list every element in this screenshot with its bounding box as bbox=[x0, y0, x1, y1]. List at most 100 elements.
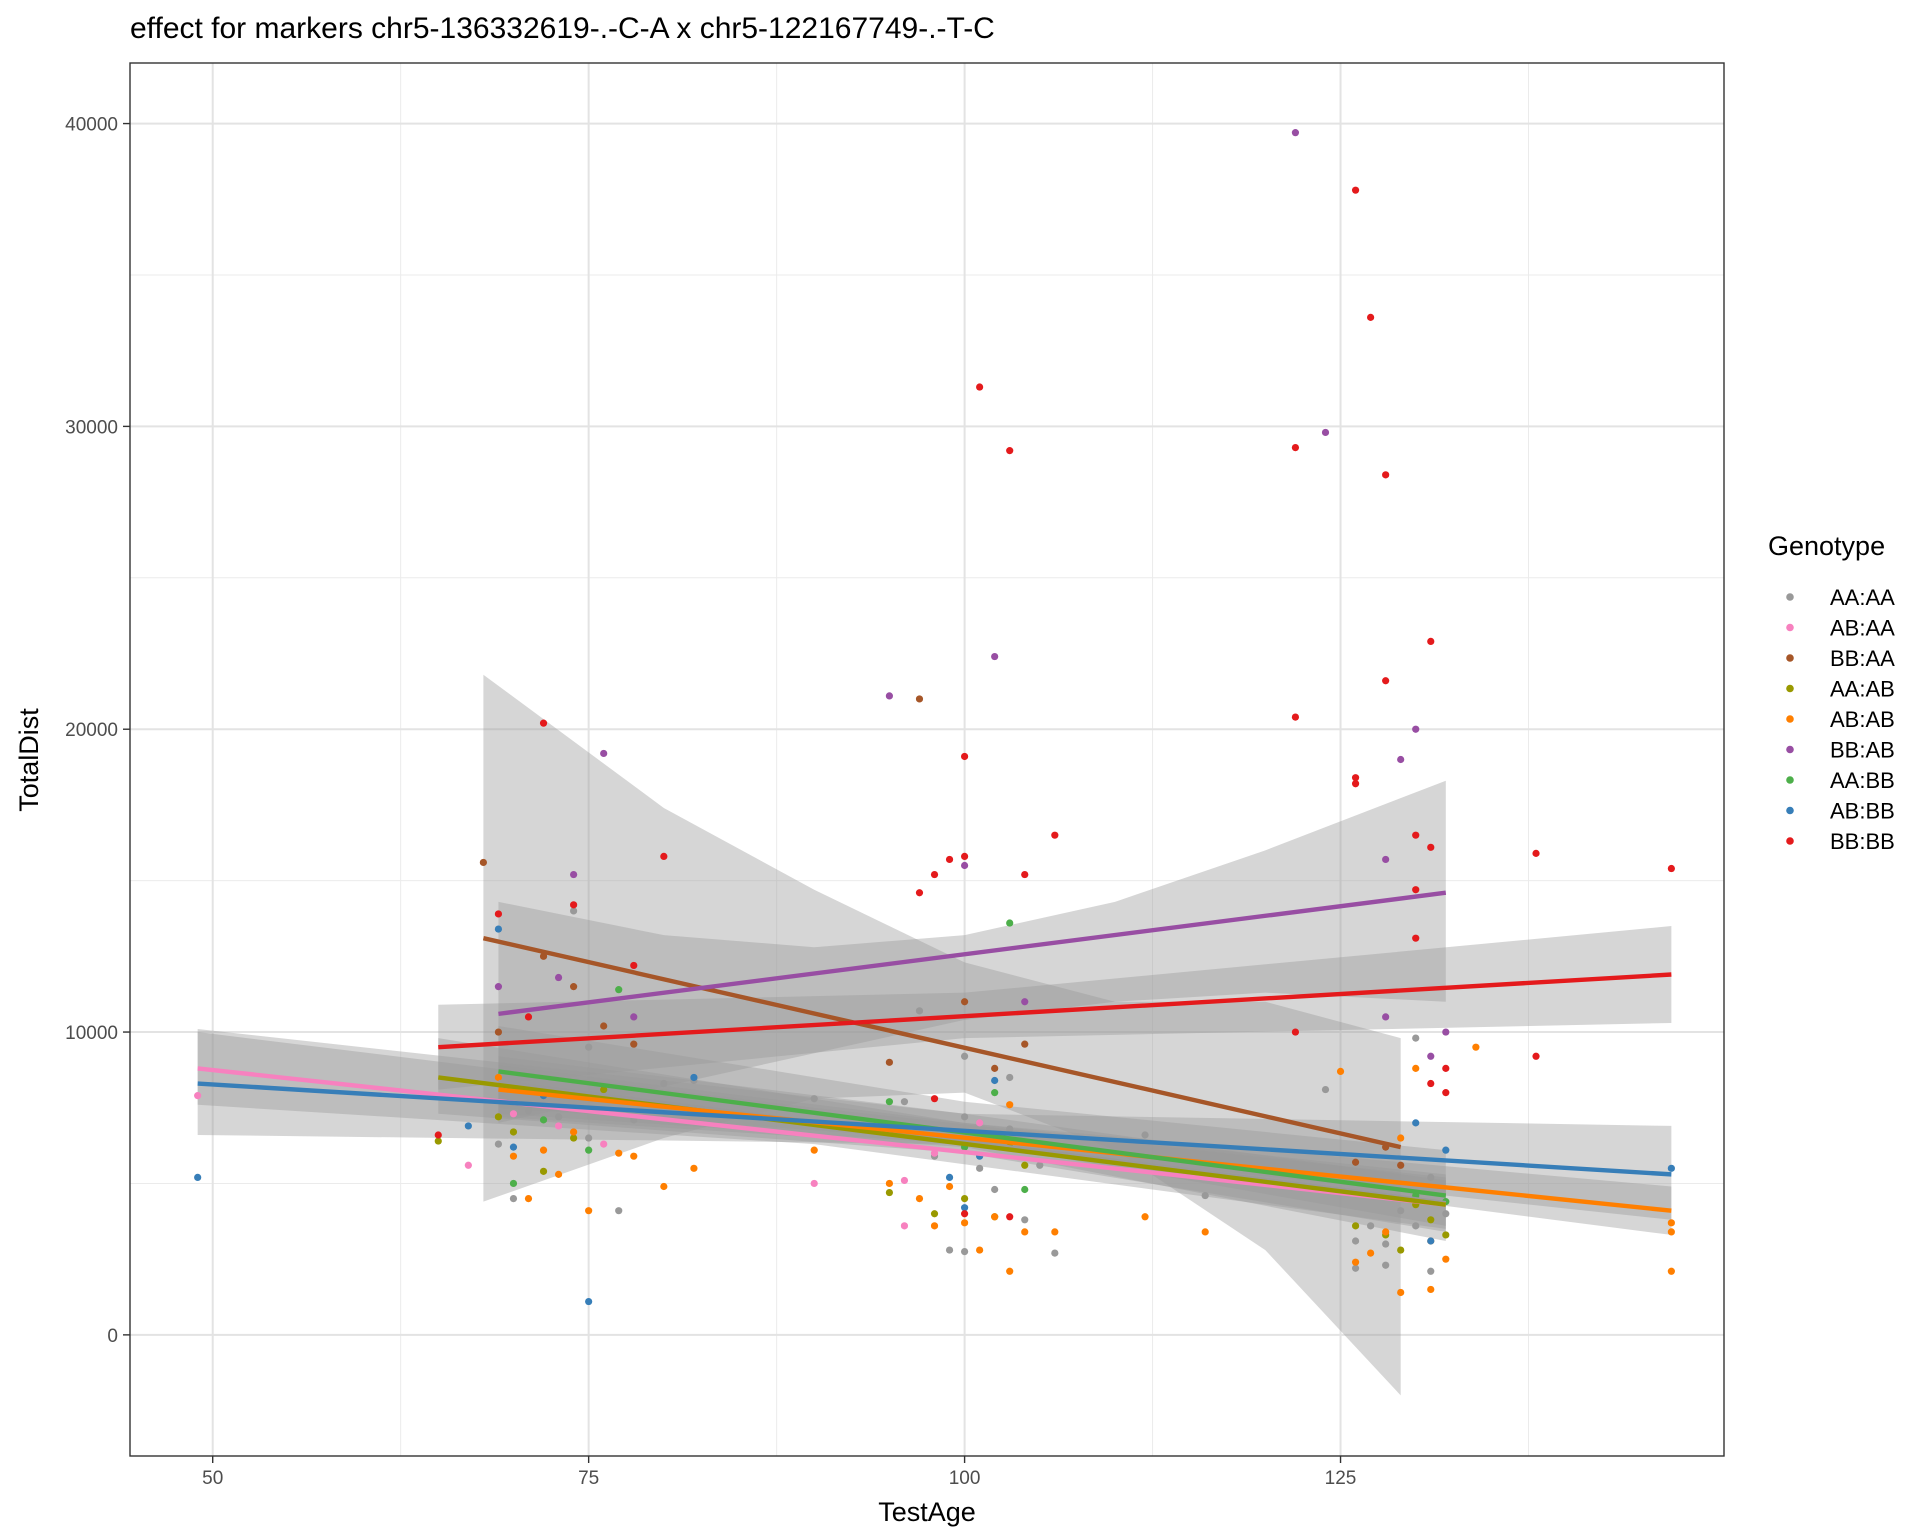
data-point bbox=[1141, 1131, 1149, 1139]
legend-key bbox=[1786, 654, 1794, 662]
data-point bbox=[976, 383, 984, 391]
data-point bbox=[524, 1194, 533, 1203]
data-point bbox=[539, 1167, 548, 1175]
data-point bbox=[991, 1064, 999, 1072]
data-point bbox=[945, 1182, 954, 1191]
data-point bbox=[915, 889, 924, 897]
data-point bbox=[945, 855, 954, 864]
y-axis-title: TotalDist bbox=[14, 708, 44, 812]
data-point bbox=[570, 983, 578, 991]
data-point bbox=[930, 1095, 939, 1103]
data-point bbox=[1412, 1119, 1420, 1127]
data-point bbox=[494, 983, 503, 991]
data-point bbox=[1051, 831, 1059, 839]
data-point bbox=[945, 1246, 954, 1254]
data-point bbox=[1006, 919, 1014, 927]
data-point bbox=[1351, 1237, 1360, 1245]
data-point bbox=[810, 1146, 818, 1154]
data-point bbox=[1667, 1164, 1675, 1172]
data-point bbox=[690, 1164, 698, 1172]
data-point bbox=[1351, 1258, 1360, 1266]
data-point bbox=[1667, 864, 1675, 873]
data-point bbox=[960, 1247, 969, 1256]
data-point bbox=[1367, 1222, 1375, 1230]
data-point bbox=[900, 1222, 909, 1230]
data-point bbox=[1321, 428, 1330, 437]
data-point bbox=[810, 1179, 818, 1188]
data-point bbox=[1006, 1101, 1014, 1109]
data-point bbox=[464, 1161, 472, 1169]
data-point bbox=[915, 1007, 924, 1015]
data-point bbox=[1667, 1228, 1675, 1236]
data-point bbox=[1427, 843, 1435, 851]
legend-title: Genotype bbox=[1768, 531, 1885, 561]
trend-line bbox=[197, 1066, 1447, 1207]
data-point bbox=[1351, 1222, 1360, 1230]
legend-key bbox=[1786, 715, 1794, 723]
data-point bbox=[960, 1194, 969, 1203]
data-point bbox=[630, 1152, 638, 1160]
data-point bbox=[1201, 1191, 1209, 1200]
data-point bbox=[539, 1116, 548, 1124]
trend-line bbox=[482, 936, 1402, 1150]
legend-key bbox=[1786, 623, 1794, 632]
y-tick-label: 0 bbox=[107, 1326, 118, 1347]
data-point bbox=[630, 1013, 638, 1021]
legend-label: AA:AA bbox=[1830, 585, 1895, 610]
data-point bbox=[930, 1149, 939, 1157]
x-tick-label: 50 bbox=[202, 1468, 223, 1489]
data-point bbox=[630, 1040, 638, 1048]
data-point bbox=[1412, 886, 1420, 894]
data-point bbox=[1412, 725, 1420, 733]
legend-label: BB:AA bbox=[1830, 646, 1895, 671]
data-point bbox=[554, 1170, 563, 1178]
grid-lines bbox=[130, 63, 1724, 1456]
data-point bbox=[539, 1146, 548, 1154]
data-point bbox=[1291, 443, 1300, 452]
data-point bbox=[960, 998, 969, 1006]
data-point bbox=[991, 1185, 999, 1194]
plot-border bbox=[129, 62, 1725, 1457]
data-point bbox=[900, 1098, 909, 1106]
data-point bbox=[960, 1204, 969, 1212]
data-point bbox=[1427, 1285, 1435, 1294]
legend-key bbox=[1786, 745, 1794, 754]
data-point bbox=[1021, 1228, 1029, 1236]
data-point bbox=[1351, 1158, 1360, 1166]
data-point bbox=[960, 1210, 969, 1218]
data-point bbox=[509, 1110, 518, 1118]
data-point bbox=[194, 1173, 202, 1181]
legend-key bbox=[1786, 776, 1794, 784]
trend-lines bbox=[197, 890, 1672, 1213]
data-point bbox=[1442, 1210, 1450, 1218]
data-point bbox=[1351, 186, 1360, 194]
data-point bbox=[1021, 870, 1029, 879]
data-point bbox=[976, 1164, 984, 1172]
legend-label: BB:AB bbox=[1830, 738, 1895, 763]
y-tick-label: 20000 bbox=[65, 720, 118, 741]
data-point bbox=[1397, 755, 1405, 764]
data-point bbox=[615, 1149, 623, 1157]
data-point bbox=[960, 1219, 969, 1227]
data-point bbox=[1141, 1213, 1149, 1221]
data-point bbox=[1321, 1085, 1330, 1094]
data-point bbox=[1397, 1288, 1405, 1297]
confidence-band bbox=[483, 674, 1401, 1396]
data-point bbox=[1382, 1261, 1390, 1269]
x-tick-label: 100 bbox=[949, 1468, 981, 1489]
data-point bbox=[1006, 1073, 1014, 1082]
data-point bbox=[660, 1079, 668, 1088]
data-point bbox=[509, 1152, 518, 1160]
legend-key bbox=[1786, 684, 1794, 693]
data-point bbox=[585, 1134, 593, 1142]
data-point bbox=[1291, 1028, 1300, 1036]
data-point bbox=[1382, 471, 1390, 479]
data-point bbox=[434, 1131, 442, 1139]
data-point bbox=[494, 1028, 503, 1036]
data-point bbox=[976, 1246, 984, 1254]
legend-key bbox=[1786, 593, 1794, 601]
data-point bbox=[570, 1134, 578, 1142]
data-point bbox=[585, 1207, 593, 1215]
data-point bbox=[509, 1194, 518, 1203]
data-point bbox=[494, 1073, 503, 1082]
